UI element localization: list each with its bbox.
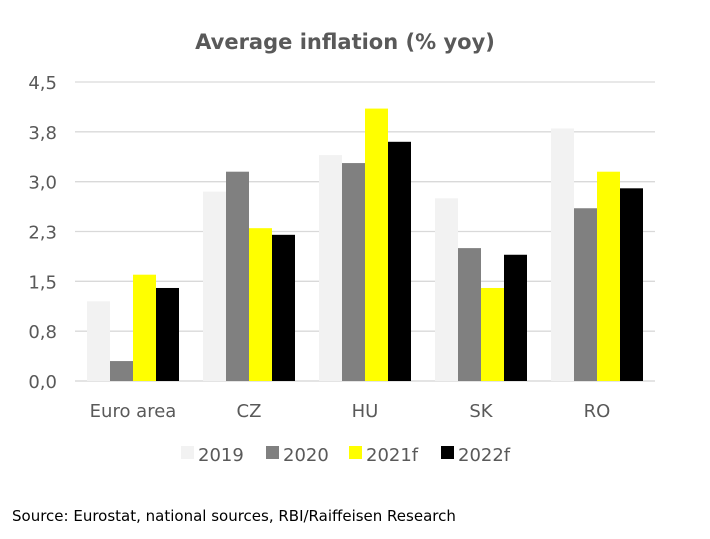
legend-label: 2022f: [458, 445, 511, 466]
bar: [226, 171, 249, 381]
legend-label: 2020: [283, 445, 329, 466]
chart-title: Average inflation (% yoy): [195, 30, 495, 54]
x-tick-label: CZ: [237, 401, 262, 422]
source-note: Source: Eurostat, national sources, RBI/…: [12, 507, 456, 525]
x-axis-ticks: Euro area CZ HU SK RO: [90, 401, 611, 422]
bar: [110, 361, 133, 381]
bar: [597, 171, 620, 381]
bar: [458, 248, 481, 381]
y-tick-label: 1,5: [28, 272, 57, 293]
x-tick-label: SK: [469, 401, 493, 422]
legend-swatch: [266, 446, 279, 459]
x-tick-label: Euro area: [90, 401, 177, 422]
bar: [365, 108, 388, 382]
bar: [319, 155, 342, 381]
legend-label: 2019: [198, 445, 244, 466]
bar: [504, 254, 527, 381]
bar: [203, 191, 226, 381]
bar: [87, 301, 110, 381]
y-tick-label: 4,5: [28, 73, 57, 94]
bar: [342, 163, 365, 381]
bar: [272, 234, 295, 381]
y-tick-label: 3,8: [28, 123, 57, 144]
legend-swatch: [441, 446, 454, 459]
bar: [156, 287, 179, 381]
bar: [388, 141, 411, 381]
bar: [133, 274, 156, 381]
y-tick-label: 3,0: [28, 173, 57, 194]
bar: [435, 198, 458, 381]
x-tick-label: HU: [352, 401, 379, 422]
bar: [574, 208, 597, 381]
bar: [551, 128, 574, 381]
y-tick-label: 0,8: [28, 322, 57, 343]
legend: 2019 2020 2021f 2022f: [181, 445, 511, 466]
bar: [249, 228, 272, 381]
y-tick-label: 0,0: [28, 372, 57, 393]
bar: [620, 188, 643, 381]
legend-swatch: [349, 446, 362, 459]
x-tick-label: RO: [584, 401, 611, 422]
legend-swatch: [181, 446, 194, 459]
legend-label: 2021f: [366, 445, 419, 466]
y-axis-ticks: 0,0 0,8 1,5 2,3 3,0 3,8 4,5: [28, 73, 57, 393]
bar: [481, 287, 504, 381]
bars: [87, 108, 643, 382]
y-tick-label: 2,3: [28, 223, 57, 244]
